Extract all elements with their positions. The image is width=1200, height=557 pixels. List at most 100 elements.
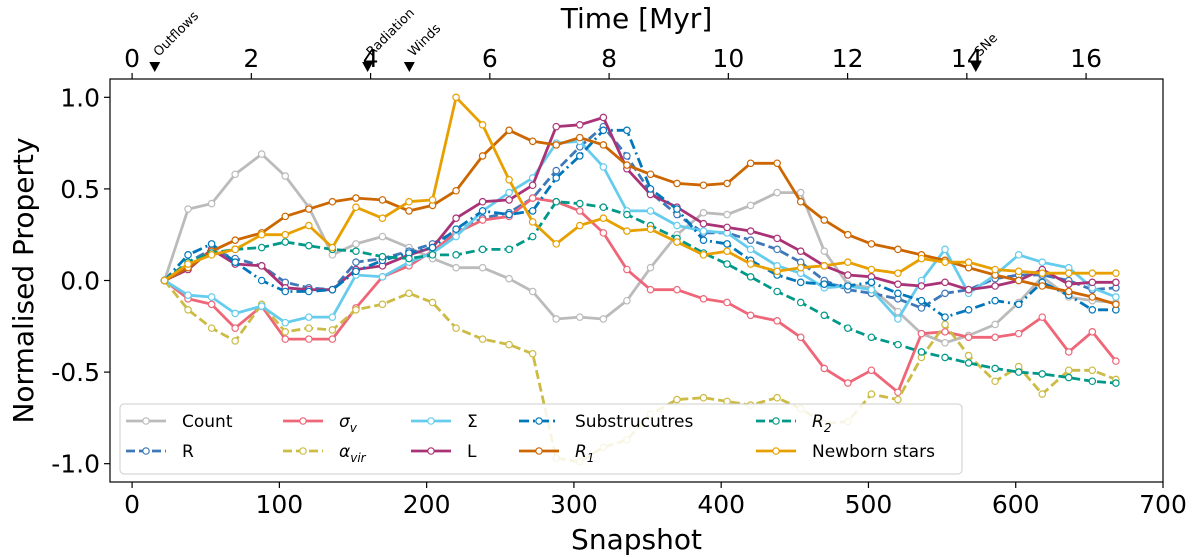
legend-label-main: Σ [467,412,478,432]
series-line [163,152,1117,345]
data-point [894,315,902,323]
data-point [623,210,631,219]
data-point [699,236,708,245]
data-point [646,207,655,215]
data-point [820,216,829,224]
data-point [867,390,876,398]
data-point [552,315,561,323]
data-point [941,289,949,298]
legend-label-main: R [182,442,194,462]
series-line [163,128,1116,319]
data-point [723,179,731,188]
data-point [1064,269,1073,277]
data-point [257,243,266,252]
data-point [746,227,755,235]
data-point [1064,348,1073,356]
data-point [452,214,460,223]
top-tick-label: 8 [601,44,617,73]
data-point [941,278,949,287]
data-point [867,240,876,248]
x-tick-label: 200 [403,490,451,519]
data-point [378,252,387,261]
data-point [528,349,537,358]
x-tick-label: 400 [697,490,745,519]
top-tick-label: 6 [482,44,498,73]
data-point [207,324,216,332]
data-point [552,197,561,206]
legend-label-main: α [339,442,350,462]
data-point [207,293,216,301]
data-point [673,205,681,213]
data-point [505,196,513,204]
data-point [1112,357,1120,365]
data-point [328,243,337,252]
data-point [894,269,902,277]
data-point [964,351,973,360]
legend-label: Count [182,412,233,432]
legend-item: αvir [283,442,367,465]
data-point [1014,300,1023,309]
data-point [231,258,239,266]
data-point [575,120,584,129]
data-point [352,267,360,276]
data-point [1014,368,1023,376]
legend-label-main: R [812,412,824,432]
data-point [231,337,239,345]
data-point [894,395,902,404]
data-point [352,240,360,248]
legend-box [119,403,963,475]
data-point [352,258,360,266]
data-point [964,258,973,266]
data-point [867,333,876,342]
data-point [746,245,755,254]
data-point [844,230,852,239]
data-point [991,282,999,290]
data-point [207,251,216,259]
data-point [746,273,755,281]
data-point [796,247,805,255]
data-point [941,320,949,329]
data-point [575,199,584,208]
data-point [1038,258,1047,266]
top-tick-label: 0 [124,44,140,73]
data-point [378,196,387,204]
legend-marker [535,447,543,455]
data-point [991,377,999,386]
data-point [478,335,487,343]
legend-label-main: σ [339,412,351,432]
data-point [505,245,513,254]
data-point [505,188,513,197]
data-point [844,282,852,290]
data-point [552,141,561,149]
data-point [599,141,608,149]
legend-marker [535,417,543,425]
data-point [1112,278,1120,287]
data-point [773,287,781,296]
data-point [746,260,755,268]
data-point [305,324,313,332]
data-point [917,254,926,263]
top-tick-label: 10 [712,44,744,73]
data-point [820,364,829,373]
data-point [405,289,413,298]
legend-item: R1 [519,442,594,465]
legend-marker [427,417,435,425]
data-point [452,93,460,102]
data-point [773,316,781,325]
data-point [599,126,608,135]
data-point [575,207,584,215]
data-point [528,194,537,202]
data-point [673,285,681,294]
data-point [378,273,387,281]
legend-marker [142,417,150,425]
data-point [723,260,731,268]
data-point [991,320,999,329]
data-point [575,313,584,321]
data-point [505,126,513,135]
data-point [452,263,460,272]
data-point [231,309,239,318]
legend-label: αvir [339,442,367,465]
data-point [257,302,266,310]
event-label: Winds [406,21,445,60]
data-point [723,210,731,219]
